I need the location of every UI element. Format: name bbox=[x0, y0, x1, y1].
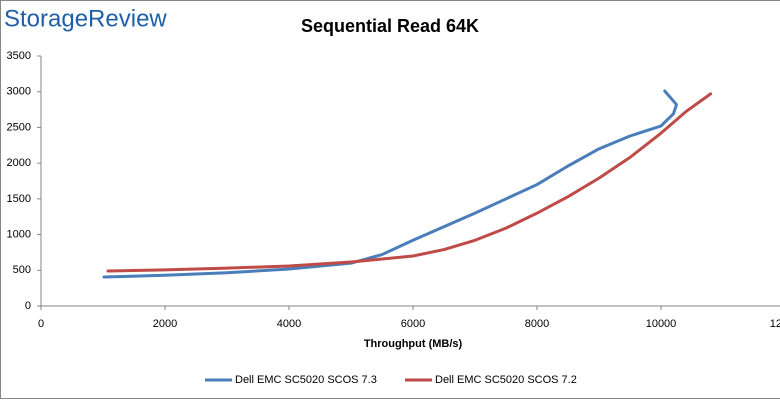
y-tick-label: 3000 bbox=[7, 86, 31, 98]
legend-label: Dell EMC SC5020 SCOS 7.2 bbox=[435, 374, 577, 386]
logo: StorageReview bbox=[4, 5, 167, 32]
legend-label: Dell EMC SC5020 SCOS 7.3 bbox=[235, 374, 377, 386]
y-tick-label: 3500 bbox=[7, 50, 31, 62]
series-line bbox=[102, 89, 678, 279]
y-tick-label: 2000 bbox=[7, 157, 31, 169]
series-line bbox=[106, 92, 713, 273]
x-tick-label: 2000 bbox=[153, 318, 177, 330]
y-tick-label: 1000 bbox=[7, 228, 31, 240]
x-tick-label: 6000 bbox=[401, 318, 425, 330]
y-tick-label: 0 bbox=[25, 300, 31, 312]
y-tick-label: 1500 bbox=[7, 193, 31, 205]
chart-title: Sequential Read 64K bbox=[301, 16, 479, 36]
x-axis-label: Throughput (MB/s) bbox=[364, 338, 463, 350]
x-tick-label: 12000 bbox=[770, 318, 780, 330]
y-tick-label: 2500 bbox=[7, 121, 31, 133]
y-tick-label: 500 bbox=[13, 264, 31, 276]
x-tick-label: 8000 bbox=[525, 318, 549, 330]
x-tick-label: 10000 bbox=[646, 318, 677, 330]
x-tick-label: 4000 bbox=[277, 318, 301, 330]
x-tick-label: 0 bbox=[38, 318, 44, 330]
